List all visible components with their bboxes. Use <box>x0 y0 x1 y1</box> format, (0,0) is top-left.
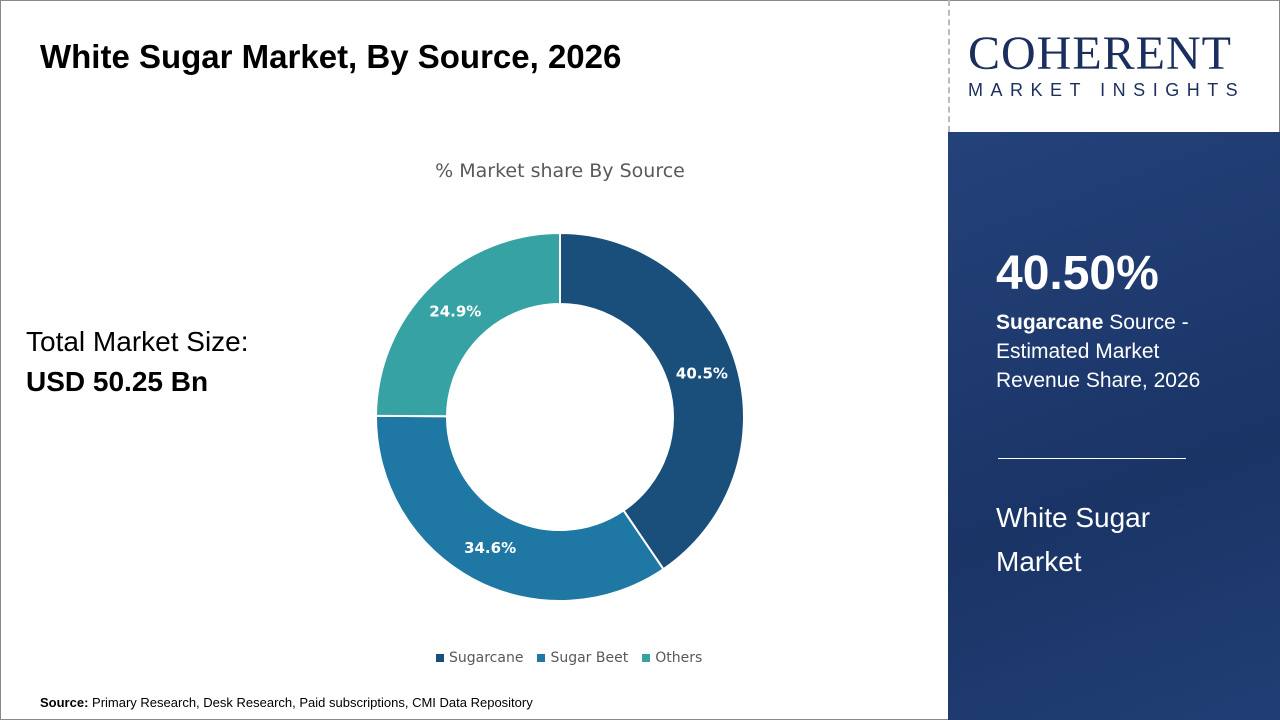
legend-item: Sugarcane <box>436 650 523 666</box>
data-label: 34.6% <box>464 539 516 557</box>
source-label: Source: <box>40 695 89 710</box>
legend-item: Sugar Beet <box>537 650 628 666</box>
data-label: 24.9% <box>429 303 481 321</box>
logo-title: COHERENT <box>968 27 1232 80</box>
source-note: Source: Primary Research, Desk Research,… <box>40 695 533 710</box>
highlight-desc-text: Source - Estimated Market Revenue Share,… <box>996 311 1201 392</box>
total-market-label: Total Market Size: <box>26 326 249 357</box>
page-title: White Sugar Market, By Source, 2026 <box>40 38 622 75</box>
donut-slice-sugar-beet <box>375 414 665 602</box>
legend: Sugarcane Sugar Beet Others <box>436 650 702 666</box>
legend-label: Sugar Beet <box>550 650 629 666</box>
legend-swatch <box>642 654 651 662</box>
highlight-percent: 40.50% <box>996 247 1159 300</box>
highlight-segment: Sugarcane <box>996 311 1104 334</box>
legend-label: Others <box>655 650 703 666</box>
legend-swatch <box>537 654 546 662</box>
panel-divider <box>998 458 1186 459</box>
logo-subtitle: MARKET INSIGHTS <box>968 80 1246 100</box>
market-name: White Sugar Market <box>996 502 1151 577</box>
chart-subtitle: % Market share By Source <box>435 160 685 182</box>
data-label: 40.5% <box>676 364 728 382</box>
highlight-panel: 40.50% Sugarcane Source - Estimated Mark… <box>948 132 1280 720</box>
source-text: Primary Research, Desk Research, Paid su… <box>88 695 533 710</box>
logo: COHERENT MARKET INSIGHTS <box>968 30 1245 101</box>
legend-item: Others <box>642 650 702 666</box>
legend-swatch <box>436 654 444 662</box>
legend-label: Sugarcane <box>449 650 524 666</box>
donut-slice-others <box>374 231 561 418</box>
donut-slice-sugarcane <box>559 231 745 571</box>
highlight-description: Sugarcane Source - Estimated Market Reve… <box>996 308 1236 395</box>
total-market-value: USD 50.25 Bn <box>26 366 209 397</box>
divider <box>948 0 950 132</box>
